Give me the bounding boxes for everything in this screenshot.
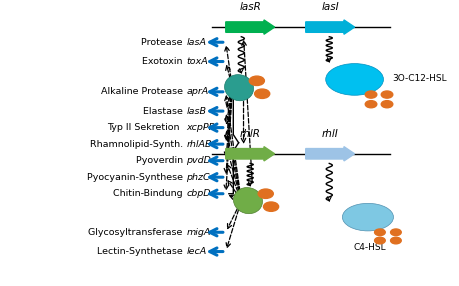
Text: 3O-C12-HSL: 3O-C12-HSL xyxy=(392,74,447,83)
FancyArrow shape xyxy=(306,147,355,161)
Text: Glycosyltransferase: Glycosyltransferase xyxy=(89,228,186,237)
Text: Pyocyanin-Synthese: Pyocyanin-Synthese xyxy=(87,173,186,182)
Circle shape xyxy=(255,89,270,98)
Text: toxA: toxA xyxy=(186,57,208,66)
Text: xcpPR: xcpPR xyxy=(186,123,215,132)
Text: aprA: aprA xyxy=(186,87,208,96)
Text: lasR: lasR xyxy=(239,2,261,12)
Circle shape xyxy=(391,229,401,236)
Circle shape xyxy=(249,76,264,86)
Text: Protease: Protease xyxy=(141,38,186,47)
Circle shape xyxy=(258,189,273,198)
Circle shape xyxy=(375,229,385,236)
Text: pvdD: pvdD xyxy=(186,156,211,165)
Text: Exotoxin: Exotoxin xyxy=(142,57,186,66)
Text: Rhamnolipid-Synth.: Rhamnolipid-Synth. xyxy=(90,140,186,149)
Ellipse shape xyxy=(224,75,253,101)
Text: migA: migA xyxy=(186,228,211,237)
Circle shape xyxy=(391,237,401,244)
Ellipse shape xyxy=(342,203,393,231)
Text: lasI: lasI xyxy=(321,2,339,12)
Text: Elastase: Elastase xyxy=(143,107,186,116)
Text: Alkaline Protease: Alkaline Protease xyxy=(101,87,186,96)
Ellipse shape xyxy=(234,188,263,214)
Text: phzC: phzC xyxy=(186,173,210,182)
Text: rhlAB: rhlAB xyxy=(186,140,212,149)
Text: cbpD: cbpD xyxy=(186,189,211,198)
Text: Lectin-Synthetase: Lectin-Synthetase xyxy=(97,247,186,256)
Text: lasA: lasA xyxy=(186,38,206,47)
Text: Pyoverdin: Pyoverdin xyxy=(136,156,186,165)
Circle shape xyxy=(381,101,393,108)
Circle shape xyxy=(365,101,377,108)
FancyArrow shape xyxy=(306,20,355,34)
Text: C4-HSL: C4-HSL xyxy=(354,243,386,252)
Text: Typ II Sekretion: Typ II Sekretion xyxy=(107,123,186,132)
Text: rhlR: rhlR xyxy=(240,129,261,139)
Text: lasB: lasB xyxy=(186,107,206,116)
Circle shape xyxy=(381,91,393,98)
Circle shape xyxy=(375,237,385,244)
FancyArrow shape xyxy=(226,20,274,34)
Ellipse shape xyxy=(326,63,383,95)
Text: Chitin-Bindung: Chitin-Bindung xyxy=(113,189,186,198)
FancyArrow shape xyxy=(226,147,274,161)
Circle shape xyxy=(263,202,279,211)
Text: rhlI: rhlI xyxy=(322,129,339,139)
Text: lecA: lecA xyxy=(186,247,207,256)
Circle shape xyxy=(365,91,377,98)
